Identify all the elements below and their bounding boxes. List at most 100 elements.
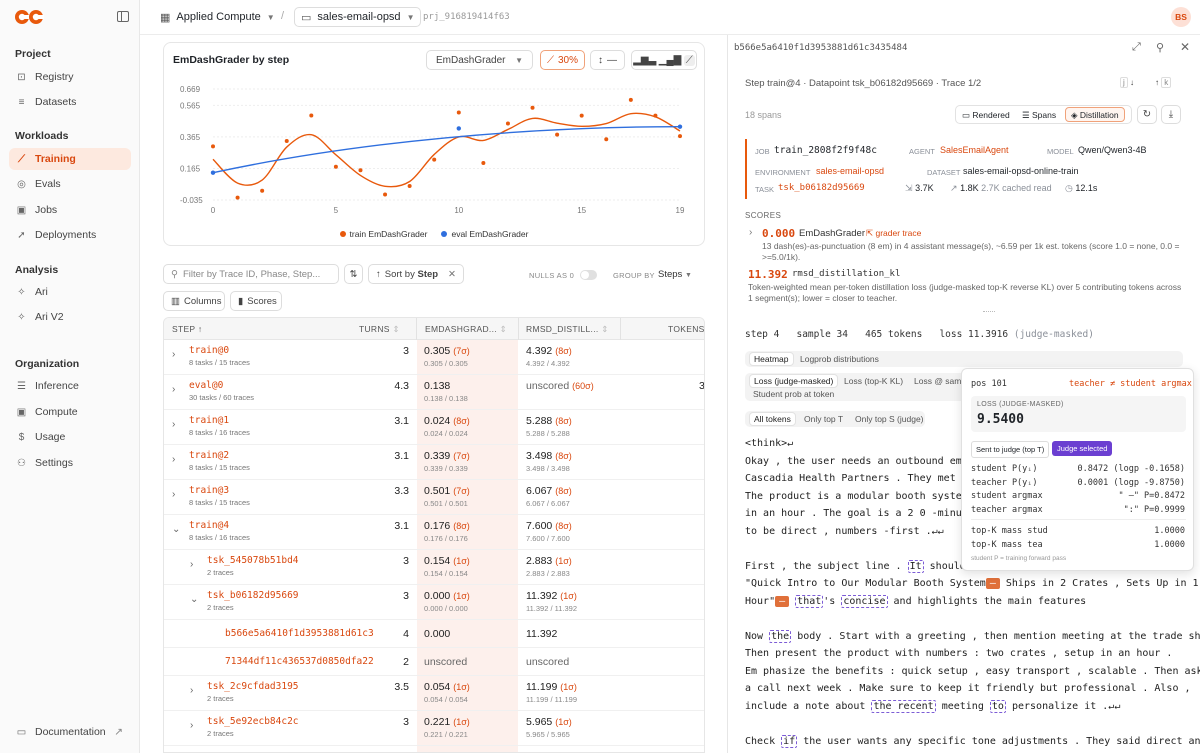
app-logo-icon[interactable] [14, 9, 46, 25]
pin-icon[interactable]: ⚲ [1156, 42, 1165, 54]
token-line[interactable]: include a note about the recent meeting … [745, 700, 1121, 713]
line-chart-icon[interactable]: ⟋ [683, 54, 695, 66]
token-line[interactable]: Then present the product with numbers : … [745, 648, 1173, 659]
token-line[interactable]: Hour" — that's concise and highlights the… [745, 595, 1087, 608]
sidebar-item-registry[interactable]: ⊡ Registry [17, 71, 74, 83]
histogram-icon[interactable]: ▂▆▃ [633, 54, 657, 66]
chevron-right-icon[interactable]: › [190, 720, 194, 731]
sidebar-item-training[interactable]: ⟋ Training [9, 148, 131, 170]
sidebar-item-compute[interactable]: ▣ Compute [16, 406, 78, 418]
legend-item-eval[interactable]: eval EmDashGrader [441, 229, 528, 239]
token-line[interactable]: Check if the user wants any specific ton… [745, 735, 1200, 748]
judge-selected-badge[interactable]: Judge selected [1052, 441, 1113, 456]
avatar[interactable]: BS [1171, 7, 1191, 27]
sidebar-item-inference[interactable]: ☰ Inference [17, 380, 79, 392]
view-spans[interactable]: ☰ Spans [1022, 110, 1057, 120]
token-high-loss[interactable]: — [775, 596, 790, 607]
group-by-select[interactable]: Steps ▼ [658, 269, 692, 280]
columns-button[interactable]: ▥ Columns [163, 291, 225, 311]
table-row[interactable]: › tsk_2c9cfdad3195 2 traces 3.5 0.054 (1σ) 0.… [164, 676, 704, 711]
token-line[interactable]: a call next week . Make sure to keep it … [745, 683, 1191, 694]
tab-heatmap[interactable]: Heatmap [749, 352, 794, 366]
chevron-down-icon[interactable]: ⌄ [172, 524, 181, 535]
y-axis-range-control[interactable]: ↕ — [590, 50, 625, 70]
dataset-name[interactable]: sales-email-opsd-online-train [963, 166, 1079, 176]
token-line[interactable]: "Quick Intro to Our Modular Booth System… [745, 578, 1199, 589]
metric-student-prob[interactable]: Student prob at token [753, 389, 835, 399]
chevron-right-icon[interactable]: › [190, 685, 194, 696]
chevron-right-icon[interactable]: › [172, 349, 176, 360]
scores-button[interactable]: ▮ Scores [230, 291, 282, 311]
environment-link[interactable]: sales-email-opsd [816, 166, 885, 176]
task-link[interactable]: tsk_b06182d95669 [778, 183, 865, 193]
chevron-right-icon[interactable]: › [172, 419, 176, 430]
sidebar-item-usage[interactable]: $ Usage [9, 426, 131, 448]
col-header-tokens[interactable]: TOKENS [668, 324, 705, 334]
token-highlighted[interactable]: to [989, 700, 1006, 713]
row-label[interactable]: train@3 8 tasks / 15 traces [189, 485, 250, 507]
sent-to-judge-badge[interactable]: Sent to judge (top T) [971, 441, 1050, 458]
sidebar-item-jobs[interactable]: ▣ Jobs [16, 204, 58, 216]
nav-next-hotkey[interactable]: ↑ k [1155, 77, 1172, 88]
row-label[interactable]: tsk_545078b51bd4 2 traces [207, 555, 299, 577]
token-selected-dash[interactable]: — [985, 578, 1000, 589]
token-highlighted[interactable]: the recent [871, 700, 936, 713]
download-button[interactable]: ⤓ [1161, 105, 1181, 124]
trace-filter-input[interactable]: ⚲ Filter by Trace ID, Phase, Step... [163, 264, 339, 284]
chevron-down-icon[interactable]: ⌄ [190, 594, 199, 605]
sort-by-select[interactable]: ↑ Sort by Step ✕ [368, 264, 464, 284]
smoothing-toggle[interactable]: ⟋ 30% [540, 50, 585, 70]
token-line[interactable]: <think>↵ [745, 438, 794, 449]
close-icon[interactable]: ✕ [1180, 40, 1191, 54]
table-row[interactable]: › eval@0 30 tasks / 60 traces 4.3 0.138 0.13… [164, 375, 704, 410]
table-row[interactable]: › train@1 8 tasks / 16 traces 3.1 0.024 (8σ)… [164, 410, 704, 445]
token-highlighted[interactable]: that [795, 595, 824, 608]
chevron-right-icon[interactable]: › [172, 454, 176, 465]
row-label[interactable]: tsk_2c9cfdad3195 2 traces [207, 681, 299, 703]
sidebar-item-ari[interactable]: ✧ Ari [17, 286, 48, 298]
token-line[interactable]: First , the subject line . It should be [745, 560, 984, 573]
token-highlighted[interactable]: if [781, 735, 798, 748]
sidebar-item-settings[interactable]: ⚇ Settings [17, 457, 73, 469]
view-distillation[interactable]: ◈ Distillation [1065, 107, 1125, 122]
agent-link[interactable]: SalesEmailAgent [940, 145, 1009, 155]
token-highlighted[interactable]: It [907, 560, 924, 573]
table-row[interactable]: › train@3 8 tasks / 15 traces 3.3 0.501 (7σ)… [164, 480, 704, 515]
token-highlighted[interactable]: concise [841, 595, 888, 608]
chevron-right-icon[interactable]: › [749, 227, 753, 238]
token-highlighted[interactable]: the [769, 630, 792, 643]
metric-loss-samp[interactable]: Loss @ samp [914, 376, 967, 386]
row-label[interactable]: train@1 8 tasks / 16 traces [189, 415, 250, 437]
row-label[interactable]: train@2 8 tasks / 15 traces [189, 450, 250, 472]
row-label[interactable]: 71344df11c436537d0850dfa22 [225, 656, 374, 667]
filter-top-s[interactable]: Only top S (judge) [855, 414, 924, 424]
sidebar-item-datasets[interactable]: ≡ Datasets [9, 91, 131, 113]
table-row[interactable]: ⌄ tsk_b06182d95669 2 traces 3 0.000 (1σ) 0.00… [164, 585, 704, 620]
row-label[interactable]: train@0 8 tasks / 15 traces [189, 345, 250, 367]
table-row[interactable]: › tsk_5e92ecb84c2c 2 traces 3 0.221 (1σ) 0.22… [164, 711, 704, 746]
sidebar-item-evals[interactable]: ◎ Evals [17, 178, 61, 190]
project-id[interactable]: prj_916819414f63 [423, 12, 510, 22]
sidebar-item-documentation[interactable]: ▭ Documentation ↗ [16, 726, 123, 738]
metric-loss-judge[interactable]: Loss (judge-masked) [749, 374, 839, 388]
trace-id[interactable]: b566e5a6410f1d3953881d61c3435484 [734, 43, 908, 53]
row-label[interactable]: b566e5a6410f1d3953881d61c3 [225, 628, 374, 639]
chevron-right-icon[interactable]: › [172, 489, 176, 500]
sort-direction-button[interactable]: ⇅ [344, 264, 363, 284]
workspace-switcher[interactable]: ▦ Applied Compute ▼ [160, 11, 275, 24]
row-label[interactable]: tsk_5e92ecb84c2c 2 traces [207, 716, 299, 738]
token-line[interactable]: Okay , the user needs an outbound email [745, 456, 980, 467]
legend-item-train[interactable]: train EmDashGrader [339, 229, 427, 239]
nav-prev-hotkey[interactable]: j ↓ [1120, 77, 1134, 88]
row-label[interactable]: tsk_b06182d95669 2 traces [207, 590, 299, 612]
table-row[interactable]: ⌄ train@4 8 tasks / 16 traces 3.1 0.176 (8σ)… [164, 515, 704, 550]
grader-trace-link[interactable]: ⇱ grader trace [866, 228, 922, 238]
row-label[interactable]: train@4 8 tasks / 16 traces [189, 520, 250, 542]
filter-top-t[interactable]: Only top T [804, 414, 844, 424]
metric-loss-topk[interactable]: Loss (top-K KL) [844, 376, 904, 386]
table-row[interactable]: 71344df11c436537d0850dfa22 2 unscored unsc… [164, 648, 704, 676]
row-label[interactable]: eval@0 30 tasks / 60 traces [189, 380, 255, 402]
filter-all-tokens[interactable]: All tokens [749, 412, 796, 426]
metric-select[interactable]: EmDashGrader ▼ [426, 50, 533, 70]
bar-chart-icon[interactable]: ▁▄▇ [658, 54, 682, 66]
